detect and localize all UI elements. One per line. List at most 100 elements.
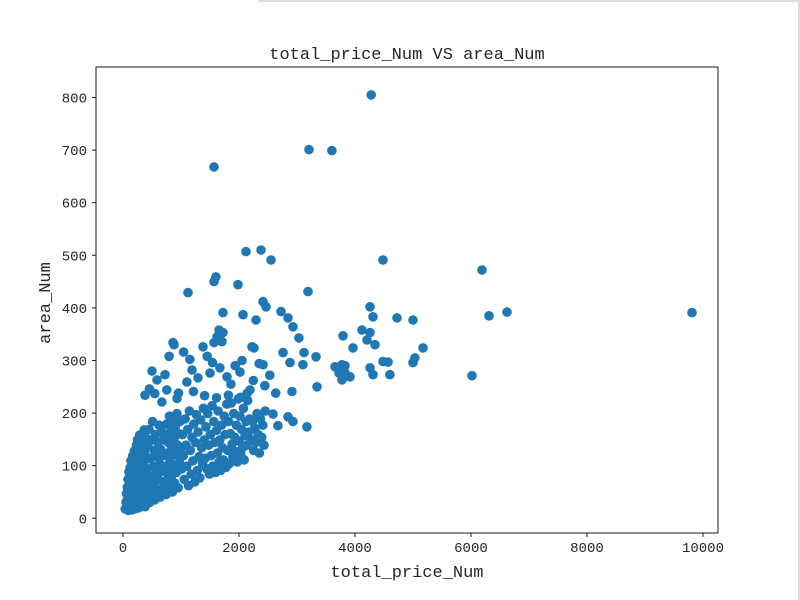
x-tick-label: 10000 [682, 541, 724, 557]
data-point [467, 370, 477, 381]
data-point [288, 322, 298, 332]
data-point [189, 419, 199, 429]
data-point [164, 351, 174, 362]
data-point [302, 422, 312, 432]
data-point [205, 368, 215, 378]
x-tick-label: 6000 [454, 541, 488, 557]
data-point [378, 356, 388, 367]
data-point [288, 416, 298, 427]
data-point [283, 313, 293, 323]
data-point [199, 390, 210, 401]
data-point [477, 265, 487, 275]
data-point [259, 440, 269, 451]
y-tick-label: 300 [62, 354, 87, 370]
data-point [366, 90, 377, 100]
data-point [152, 375, 162, 385]
data-point [408, 315, 418, 325]
data-point [173, 388, 184, 398]
data-point [256, 245, 266, 255]
data-point [209, 276, 219, 287]
y-tick-label: 0 [79, 512, 87, 528]
data-point [193, 373, 203, 383]
data-point [254, 448, 265, 458]
data-point [187, 365, 197, 375]
data-point [157, 397, 167, 407]
data-point [340, 367, 350, 378]
x-tick-label: 4000 [338, 541, 372, 557]
y-tick-label: 800 [62, 92, 87, 108]
data-point [218, 327, 228, 338]
data-point [362, 335, 372, 345]
data-point [311, 352, 321, 362]
data-point [287, 386, 297, 397]
data-point [217, 336, 227, 347]
data-point [223, 416, 234, 427]
data-point [268, 409, 278, 419]
x-tick-label: 0 [119, 541, 127, 557]
data-point [237, 355, 247, 366]
data-point [270, 388, 281, 398]
data-point [265, 370, 275, 381]
data-point [238, 309, 248, 320]
data-point [173, 483, 183, 493]
data-point [365, 302, 375, 312]
data-point [418, 343, 428, 353]
data-point [178, 450, 189, 461]
data-point [180, 414, 190, 424]
data-point [254, 358, 264, 369]
data-point [235, 392, 246, 403]
data-point [276, 306, 286, 317]
data-point [378, 255, 388, 265]
data-point [222, 372, 232, 382]
data-point [408, 357, 418, 368]
data-point [147, 366, 157, 376]
data-point [365, 327, 375, 338]
data-point [192, 465, 203, 476]
data-point [150, 388, 160, 399]
y-tick-label: 200 [62, 407, 87, 423]
y-tick-label: 400 [62, 302, 87, 318]
data-point [185, 445, 196, 456]
data-point [337, 375, 347, 385]
data-point [273, 420, 283, 431]
data-point [249, 343, 259, 353]
data-point [162, 385, 172, 395]
data-point [303, 286, 313, 297]
data-point [193, 427, 203, 437]
data-point [226, 379, 236, 390]
x-axis-label: total_price_Num [330, 564, 483, 583]
data-point [201, 422, 211, 432]
data-point [233, 279, 243, 290]
data-point [260, 406, 271, 416]
data-point [211, 393, 222, 403]
data-point [188, 386, 199, 397]
data-point [258, 420, 268, 431]
x-tick-label: 2000 [222, 541, 256, 557]
data-point [238, 403, 249, 414]
data-point [285, 357, 295, 368]
data-point [160, 369, 170, 380]
data-point [294, 333, 304, 343]
data-point [484, 311, 494, 321]
data-point [687, 307, 697, 318]
data-point [185, 354, 195, 365]
data-point [278, 347, 288, 358]
data-point [368, 312, 378, 322]
chart-title: total_price_Num VS area_Num [269, 46, 544, 65]
data-point [209, 337, 219, 348]
data-point [337, 359, 347, 370]
data-point [209, 162, 219, 172]
data-point [385, 369, 395, 380]
data-point [169, 339, 179, 350]
data-point [241, 246, 251, 257]
data-point [144, 424, 154, 435]
data-point [207, 357, 218, 368]
y-tick-label: 500 [62, 249, 87, 265]
data-point [261, 302, 271, 312]
data-point [226, 398, 236, 408]
data-point [357, 325, 367, 335]
x-tick-label: 8000 [570, 541, 604, 557]
data-point [218, 307, 228, 318]
